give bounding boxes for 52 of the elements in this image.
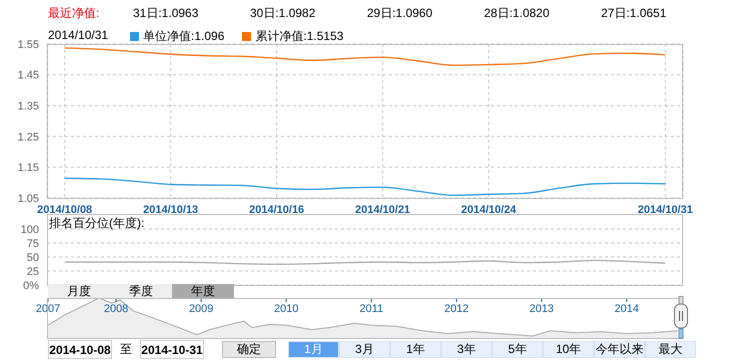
y-tick-label: 1.15 — [18, 162, 39, 174]
legend-label: 单位净值:1.096 — [142, 28, 224, 45]
line-series — [64, 178, 666, 196]
text: 31日:1.0963 — [133, 5, 200, 22]
range-button: 10年 — [543, 341, 594, 358]
x-tick-label: 2014/10/21 — [355, 204, 410, 216]
tab-button: 季度 — [110, 284, 172, 298]
x-tick-label: 2014/10/31 — [638, 204, 693, 216]
text: 30日:1.0982 — [250, 5, 316, 22]
tab-button: 年度 — [172, 284, 234, 298]
tab-button: 月度 — [48, 284, 110, 298]
y-tick-label: 1.45 — [18, 70, 39, 82]
legend-label: 累计净值:1.5153 — [254, 28, 344, 45]
x-tick-label: 2014/10/08 — [37, 204, 92, 216]
x-tick-label: 2009 — [188, 303, 214, 315]
text: 27日:1.0651 — [601, 5, 668, 22]
range-button: 3年 — [441, 341, 492, 358]
y-tick-label: 100 — [20, 224, 39, 236]
x-tick-label: 2011 — [360, 303, 384, 315]
y-tick-label: 50 — [26, 252, 39, 264]
x-tick-label: 2013 — [529, 303, 554, 315]
y-tick-label: 25 — [26, 266, 39, 278]
text: 29日:1.0960 — [367, 5, 434, 22]
y-tick-label: 75 — [26, 238, 39, 250]
confirm-button: 确定 — [222, 341, 276, 358]
range-button: 1月 — [288, 341, 339, 358]
y-tick-label: 0% — [23, 280, 40, 292]
range-button: 最大 — [645, 341, 696, 358]
date-field: 2014-10-31 — [140, 340, 204, 359]
y-tick-label: 1.55 — [18, 38, 39, 51]
x-tick-label: 2014/10/24 — [461, 204, 518, 216]
chart-title: 排名百分位(年度): — [49, 215, 144, 232]
x-tick-label: 2007 — [36, 303, 60, 315]
range-button: 1年 — [390, 341, 441, 358]
x-tick-label: 2014/10/13 — [143, 204, 198, 216]
x-tick-label: 2014 — [614, 303, 639, 315]
range-button: 3月 — [339, 341, 390, 358]
text: 至 — [119, 341, 133, 358]
text: 最近净值: — [48, 5, 100, 22]
y-tick-label: 1.05 — [18, 192, 39, 205]
text: 28日:1.0820 — [484, 5, 550, 22]
x-tick-label: 2008 — [104, 303, 128, 315]
text: 2014/10/31 — [48, 28, 108, 42]
line-series — [64, 47, 666, 66]
y-tick-label: 1.35 — [18, 100, 39, 113]
x-tick-label: 2012 — [444, 303, 469, 315]
date-field: 2014-10-08 — [48, 340, 112, 359]
x-tick-label: 2010 — [274, 303, 299, 315]
range-button: 今年以来 — [594, 341, 645, 358]
y-tick-label: 1.25 — [18, 131, 39, 144]
x-tick-label: 2014/10/16 — [249, 204, 304, 216]
range-button: 5年 — [492, 341, 543, 358]
